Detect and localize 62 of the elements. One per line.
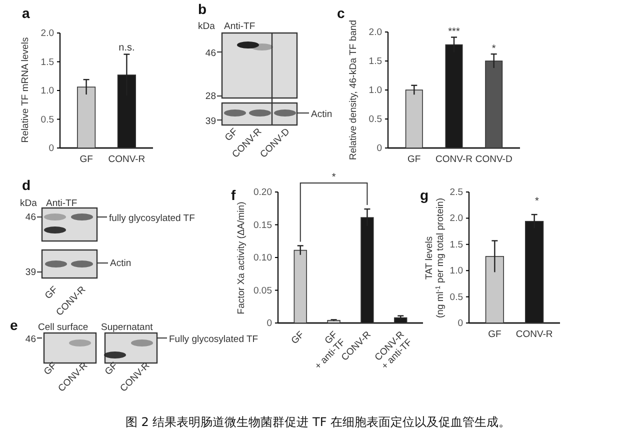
text: d (22, 177, 31, 193)
y-tick-label: 1.5 (40, 56, 54, 68)
y-axis-title: Relative density, 46-kDa TF band (348, 20, 359, 160)
x-tick-label: CONV-R (516, 329, 553, 340)
y-tick-label: 0 (376, 143, 382, 154)
text: Fully glycosylated TF (169, 334, 258, 345)
x-tick-label: CONV-R (108, 154, 146, 165)
y-axis-title: Factor Xa activity (ΔA/min) (236, 202, 247, 314)
y-tick-label: 0.05 (254, 285, 272, 296)
text: 39 (205, 116, 216, 127)
text: e (10, 317, 18, 333)
annotation: n.s. (118, 42, 135, 54)
text: 46 (25, 212, 36, 223)
y-tick-label: 0.5 (368, 114, 382, 126)
y-tick-label: 0 (458, 318, 463, 330)
chart-title: a (22, 5, 30, 21)
text: Supernatant (101, 322, 154, 333)
text: kDa (20, 198, 38, 209)
y-tick-label: 1.5 (450, 239, 463, 250)
y-tick-label: 0.5 (450, 292, 463, 303)
caption: 图 2 结果表明肠道微生物菌群促进 TF 在细胞表面定位以及促血管生成。 (125, 415, 511, 429)
x-tick-label: GF (289, 329, 307, 346)
x-tick-label: GF (80, 154, 94, 165)
text: 46 (25, 334, 36, 345)
y-tick-label: 1.0 (40, 86, 54, 97)
chart-title: g (420, 187, 429, 203)
y-tick-label: 2.0 (40, 28, 54, 40)
annotation: * (535, 196, 540, 207)
y-tick-label: 0.15 (254, 220, 272, 231)
annotation: *** (448, 26, 460, 38)
text: fully glycosylated TF (109, 213, 196, 224)
y-tick-label: 0 (48, 143, 54, 154)
text: Actin (110, 258, 132, 269)
text: Anti-TF (224, 21, 256, 32)
y-tick-label: 1.0 (450, 266, 463, 277)
text: Actin (311, 109, 332, 120)
y-tick-label: 1.0 (368, 85, 382, 96)
text: GF (43, 284, 60, 302)
y-tick-label: 1.5 (368, 56, 382, 68)
y-tick-label: 2.5 (450, 187, 463, 198)
x-tick-label: CONV-D (475, 154, 512, 165)
text: b (198, 1, 207, 17)
text: kDa (198, 21, 216, 32)
text: 28 (205, 91, 216, 102)
text: 39 (25, 267, 36, 278)
y-tick-label: 0.10 (254, 252, 272, 264)
text: 46 (205, 48, 216, 59)
y-tick-label: 0 (266, 318, 272, 330)
y-axis-title: Relative TF mRNA levels (20, 37, 31, 143)
x-tick-label: GF (408, 154, 421, 165)
text: Anti-TF (46, 198, 78, 209)
y-tick-label: 2.0 (368, 27, 382, 38)
y-tick-label: 2.0 (450, 213, 463, 224)
annotation: * (492, 44, 496, 55)
y-tick-label: 0.20 (254, 187, 272, 198)
chart-title: c (337, 5, 345, 21)
text: * (332, 172, 336, 183)
x-tick-label: GF (488, 329, 502, 340)
x-tick-label: CONV-R (436, 154, 473, 165)
text: Cell surface (38, 322, 88, 333)
chart-title: f (231, 187, 236, 203)
y-tick-label: 0.5 (40, 114, 54, 126)
